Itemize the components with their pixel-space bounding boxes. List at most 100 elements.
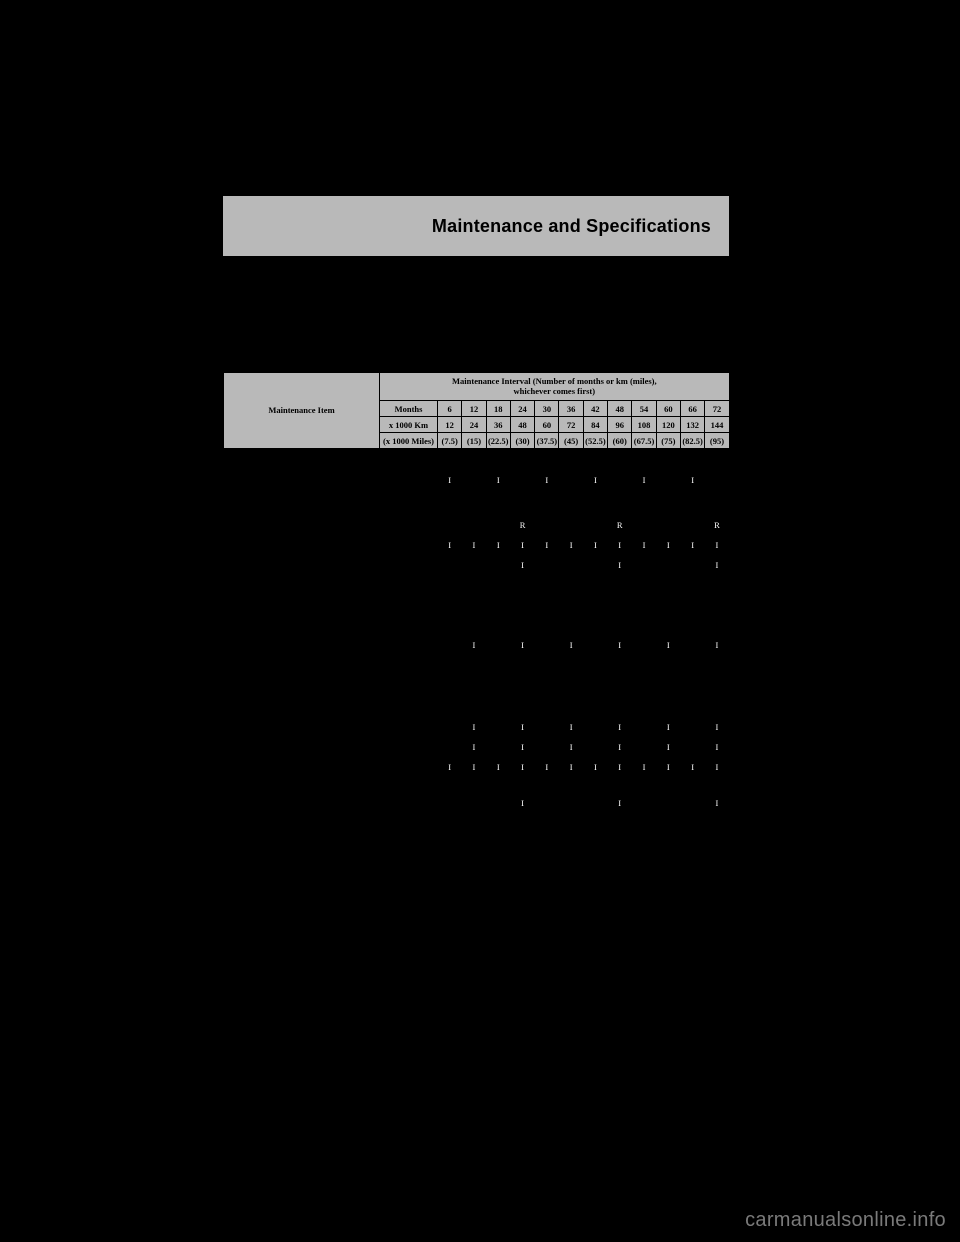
- mark-cell: [705, 465, 729, 495]
- mark-cell: [438, 495, 462, 515]
- mark-cell: [438, 793, 462, 813]
- interval-cell: 144: [705, 417, 729, 433]
- mark-cell: I: [705, 635, 729, 655]
- interval-cell: 60: [535, 417, 559, 433]
- interval-cell: 48: [608, 401, 632, 417]
- interval-cell: 60: [656, 401, 680, 417]
- mark-cell: I: [438, 535, 462, 555]
- header-bar: Maintenance and Specifications: [223, 196, 729, 256]
- mark-cell: I: [486, 757, 510, 777]
- mark-cell: [486, 737, 510, 757]
- mark-cell: I: [705, 535, 729, 555]
- mark-cell: [510, 465, 534, 495]
- mark-cell: [680, 737, 704, 757]
- mark-cell: I: [559, 737, 583, 757]
- mark-cell: [438, 737, 462, 757]
- mark-cell: [535, 737, 559, 757]
- mark-cell: [656, 515, 680, 535]
- item-label: [224, 515, 438, 535]
- interval-cell: 84: [583, 417, 607, 433]
- item-label: [224, 575, 438, 605]
- mark-cell: [559, 495, 583, 515]
- item-label: [224, 495, 438, 515]
- mark-cell: R: [510, 515, 534, 535]
- mark-cell: [632, 515, 656, 535]
- mark-cell: [583, 717, 607, 737]
- mark-cell: [583, 793, 607, 813]
- mark-cell: [656, 465, 680, 495]
- mark-cell: [486, 515, 510, 535]
- mark-cell: [583, 495, 607, 515]
- watermark: carmanualsonline.info: [745, 1209, 946, 1232]
- mark-cell: I: [486, 465, 510, 495]
- mark-cell: I: [632, 535, 656, 555]
- mark-cell: [632, 555, 656, 575]
- mark-cell: I: [656, 535, 680, 555]
- mark-cell: [656, 495, 680, 515]
- interval-cell: 54: [632, 401, 656, 417]
- item-span-cell: [438, 575, 730, 605]
- interval-cell: 12: [462, 401, 486, 417]
- mark-cell: [680, 635, 704, 655]
- mark-cell: [680, 717, 704, 737]
- mark-cell: I: [608, 793, 632, 813]
- interval-cell: 66: [680, 401, 704, 417]
- mark-cell: I: [705, 555, 729, 575]
- mark-cell: [656, 555, 680, 575]
- maintenance-table-wrap: Maintenance ItemMaintenance Interval (Nu…: [223, 372, 729, 885]
- mark-cell: [486, 793, 510, 813]
- mark-cell: [535, 635, 559, 655]
- mark-cell: [632, 793, 656, 813]
- interval-cell: 72: [705, 401, 729, 417]
- col-header-interval: Maintenance Interval (Number of months o…: [380, 373, 730, 401]
- item-label: [224, 555, 438, 575]
- interval-cell: (22.5): [486, 433, 510, 449]
- mark-cell: [438, 635, 462, 655]
- mark-cell: [680, 495, 704, 515]
- mark-cell: I: [462, 757, 486, 777]
- section-row: [224, 655, 730, 671]
- interval-cell: (7.5): [438, 433, 462, 449]
- interval-cell: (82.5): [680, 433, 704, 449]
- interval-cell: (37.5): [535, 433, 559, 449]
- mark-cell: [510, 495, 534, 515]
- col-header-item: Maintenance Item: [224, 373, 380, 449]
- item-span-cell: [438, 671, 730, 701]
- item-span-cell: [438, 849, 730, 885]
- section-row: [224, 449, 730, 465]
- item-label: [224, 605, 438, 635]
- mark-cell: I: [535, 757, 559, 777]
- interval-cell: (45): [559, 433, 583, 449]
- mark-cell: [486, 635, 510, 655]
- mark-cell: [535, 793, 559, 813]
- interval-cell: 6: [438, 401, 462, 417]
- mark-cell: I: [535, 535, 559, 555]
- mark-cell: I: [656, 635, 680, 655]
- mark-cell: I: [705, 717, 729, 737]
- item-label: [224, 793, 438, 813]
- interval-cell: (67.5): [632, 433, 656, 449]
- interval-cell: 48: [510, 417, 534, 433]
- interval-cell: (95): [705, 433, 729, 449]
- mark-cell: I: [510, 535, 534, 555]
- mark-cell: [583, 515, 607, 535]
- interval-cell: (60): [608, 433, 632, 449]
- mark-cell: I: [608, 737, 632, 757]
- mark-cell: I: [608, 555, 632, 575]
- mark-cell: [535, 555, 559, 575]
- section-row: [224, 701, 730, 717]
- maintenance-table: Maintenance ItemMaintenance Interval (Nu…: [223, 372, 730, 885]
- mark-cell: I: [462, 635, 486, 655]
- mark-cell: I: [462, 737, 486, 757]
- mark-cell: I: [583, 535, 607, 555]
- mark-cell: I: [705, 793, 729, 813]
- mark-cell: [486, 717, 510, 737]
- section-row: [224, 777, 730, 793]
- mark-cell: [462, 465, 486, 495]
- item-label: [224, 717, 438, 737]
- item-label: [224, 671, 438, 701]
- mark-cell: [486, 495, 510, 515]
- item-span-cell: [438, 605, 730, 635]
- mark-cell: [632, 737, 656, 757]
- mark-cell: I: [510, 793, 534, 813]
